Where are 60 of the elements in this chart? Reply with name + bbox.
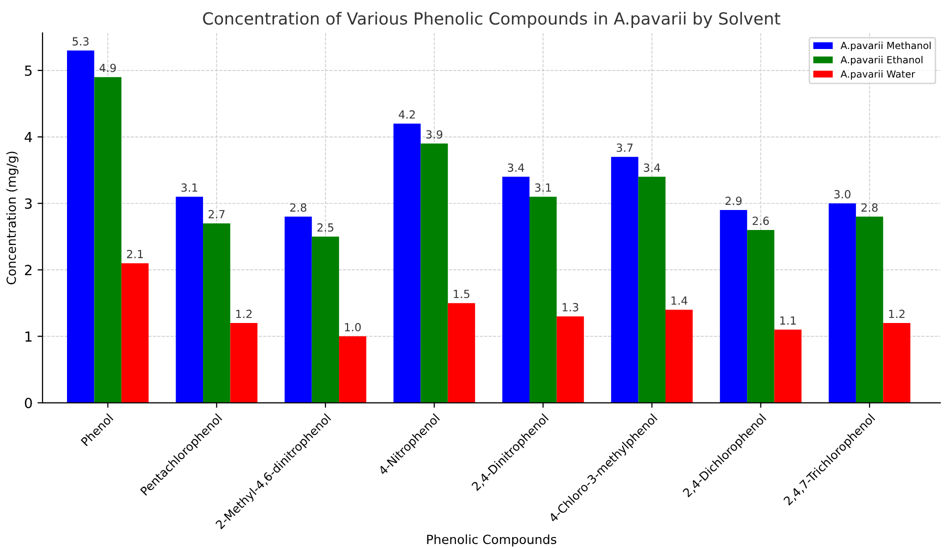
data-label: 2.8 — [290, 203, 306, 212]
y-tick-label: 0 — [24, 398, 32, 408]
bar — [556, 316, 584, 403]
bar — [67, 50, 94, 403]
bar — [529, 196, 557, 403]
bar — [502, 176, 530, 403]
data-label: 1.0 — [345, 322, 361, 332]
data-label: 1.2 — [889, 310, 904, 318]
legend-label: A.pavarii Water — [840, 70, 916, 80]
data-label: 2.6 — [752, 216, 769, 226]
data-label: 4.9 — [100, 64, 116, 72]
data-label: 1.3 — [562, 303, 578, 312]
bar — [203, 223, 230, 403]
y-tick-label: 5 — [25, 66, 32, 76]
chart-title: Concentration of Various Phenolic Compounds in A.pavarii by Solvent — [203, 12, 780, 28]
bar — [720, 210, 748, 403]
legend-label: A.pavarii Methanol — [840, 42, 931, 52]
bar — [176, 196, 204, 403]
y-tick-label: 1 — [25, 331, 32, 342]
bar — [94, 77, 122, 403]
bar — [121, 263, 149, 403]
data-label: 3.4 — [508, 163, 524, 172]
bar — [774, 330, 802, 403]
bar — [312, 236, 340, 403]
data-label: 1.5 — [454, 290, 470, 298]
data-label: 1.1 — [780, 316, 796, 325]
data-label: 3.1 — [535, 183, 551, 192]
bar — [448, 303, 476, 403]
bar — [666, 310, 693, 403]
data-label: 2.5 — [317, 223, 334, 232]
data-label: 5.3 — [72, 37, 89, 46]
bar — [856, 216, 884, 403]
data-label: 2.1 — [127, 250, 143, 258]
data-label: 1.2 — [236, 310, 252, 318]
y-tick-label: 4 — [24, 132, 32, 142]
bar — [393, 124, 421, 403]
data-label: 4.2 — [398, 110, 415, 119]
y-tick-label: 3 — [25, 198, 32, 209]
data-label: 2.9 — [726, 196, 742, 206]
data-label: 3.4 — [644, 163, 660, 172]
x-axis-title: Phenolic Compounds — [427, 534, 556, 547]
data-label: 1.4 — [671, 296, 688, 305]
bar — [828, 203, 856, 403]
bar — [339, 336, 366, 403]
data-label: 3.7 — [616, 144, 633, 152]
y-tick-label: 2 — [24, 264, 32, 276]
data-label: 2.8 — [862, 203, 878, 212]
data-label: 3.9 — [426, 130, 442, 139]
bar — [284, 216, 312, 403]
data-label: 3.0 — [834, 190, 850, 198]
y-axis-title: Concentration (mg/g) — [6, 152, 18, 284]
bar — [747, 230, 774, 403]
bar — [611, 156, 638, 403]
data-label: 2.7 — [208, 210, 225, 218]
bar — [230, 323, 258, 403]
legend-label: A.pavarii Ethanol — [840, 56, 922, 66]
data-label: 3.1 — [181, 183, 198, 192]
bar — [420, 144, 448, 403]
bar — [638, 176, 666, 403]
bar — [883, 323, 910, 403]
